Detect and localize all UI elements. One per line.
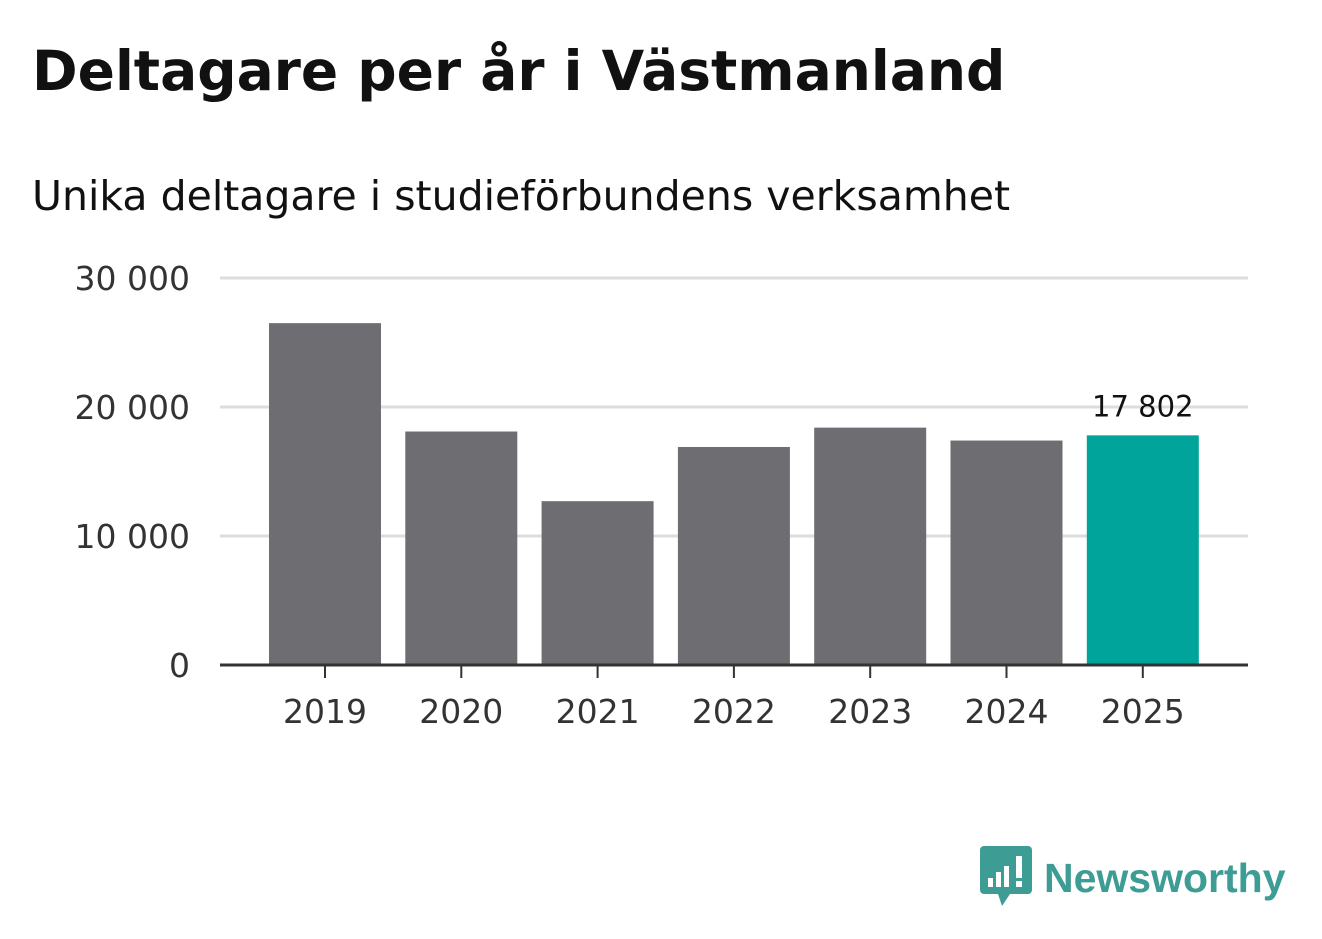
chart-title: Deltagare per år i Västmanland — [32, 39, 1006, 103]
bar — [541, 501, 654, 665]
bar — [677, 446, 790, 665]
y-tick-label: 30 000 — [75, 259, 190, 298]
x-tick-label: 2023 — [828, 692, 912, 731]
bar — [950, 440, 1063, 665]
x-tick-label: 2019 — [283, 692, 367, 731]
y-tick-label: 10 000 — [75, 517, 190, 556]
bar — [405, 431, 518, 665]
x-axis — [220, 663, 1248, 678]
x-tick-label: 2020 — [419, 692, 503, 731]
chart-subtitle: Unika deltagare i studieförbundens verks… — [32, 172, 1011, 220]
newsworthy-logo-icon — [980, 846, 1032, 906]
x-tick-label: 2022 — [692, 692, 776, 731]
brand-logo: Newsworthy — [980, 846, 1286, 910]
x-tick-label: 2021 — [556, 692, 640, 731]
bar — [269, 323, 381, 665]
bar — [814, 427, 927, 665]
brand-name: Newsworthy — [1044, 855, 1286, 901]
x-tick-label: 2025 — [1101, 692, 1185, 731]
x-tick-label: 2024 — [965, 692, 1049, 731]
data-label: 17 802 — [1092, 389, 1193, 423]
bars — [269, 323, 1199, 665]
y-tick-label: 0 — [169, 646, 190, 685]
labels: 0 10 000 20 000 30 000 2019 2020 2021 2022 2023 2… — [75, 259, 1194, 731]
y-tick-label: 20 000 — [75, 388, 190, 427]
bar-highlight — [1086, 435, 1199, 665]
